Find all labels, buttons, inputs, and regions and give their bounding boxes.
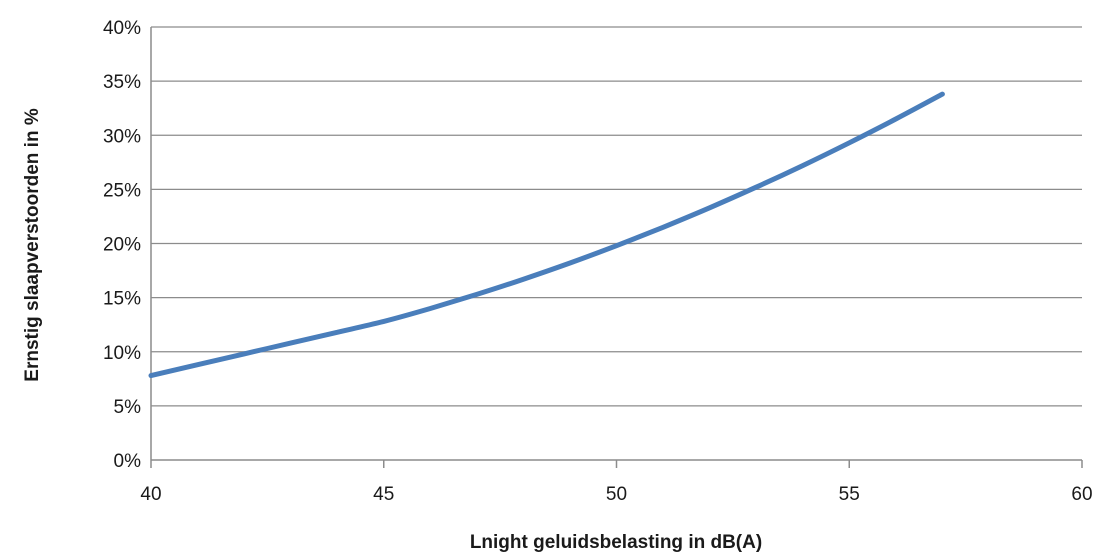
x-tick-label: 40 — [140, 484, 161, 505]
y-tick-label: 25% — [103, 180, 141, 201]
x-tick-labels: 40 45 50 55 60 — [140, 484, 1092, 505]
x-tick-label: 50 — [606, 484, 627, 505]
y-tick-label: 40% — [103, 18, 141, 39]
y-tick-label: 35% — [103, 72, 141, 93]
x-axis-title: Lnight geluidsbelasting in dB(A) — [470, 532, 762, 553]
series-line-0 — [148, 91, 945, 379]
y-tick-label: 20% — [103, 235, 141, 256]
y-tick-label: 15% — [103, 289, 141, 310]
y-tick-label: 0% — [114, 451, 142, 472]
y-tick-label: 30% — [103, 126, 141, 147]
x-tick-marks — [150, 460, 1083, 468]
y-tick-label: 10% — [103, 343, 141, 364]
gridlines — [151, 26, 1082, 407]
series-group — [148, 91, 945, 379]
x-tick-label: 55 — [839, 484, 860, 505]
y-tick-label: 5% — [114, 397, 142, 418]
y-axis-title: Ernstig slaapverstoorden in % — [22, 108, 43, 382]
y-tick-labels: 0% 5% 10% 15% 20% 25% 30% 35% 40% — [103, 18, 141, 472]
x-tick-label: 45 — [373, 484, 394, 505]
x-tick-label: 60 — [1071, 484, 1092, 505]
